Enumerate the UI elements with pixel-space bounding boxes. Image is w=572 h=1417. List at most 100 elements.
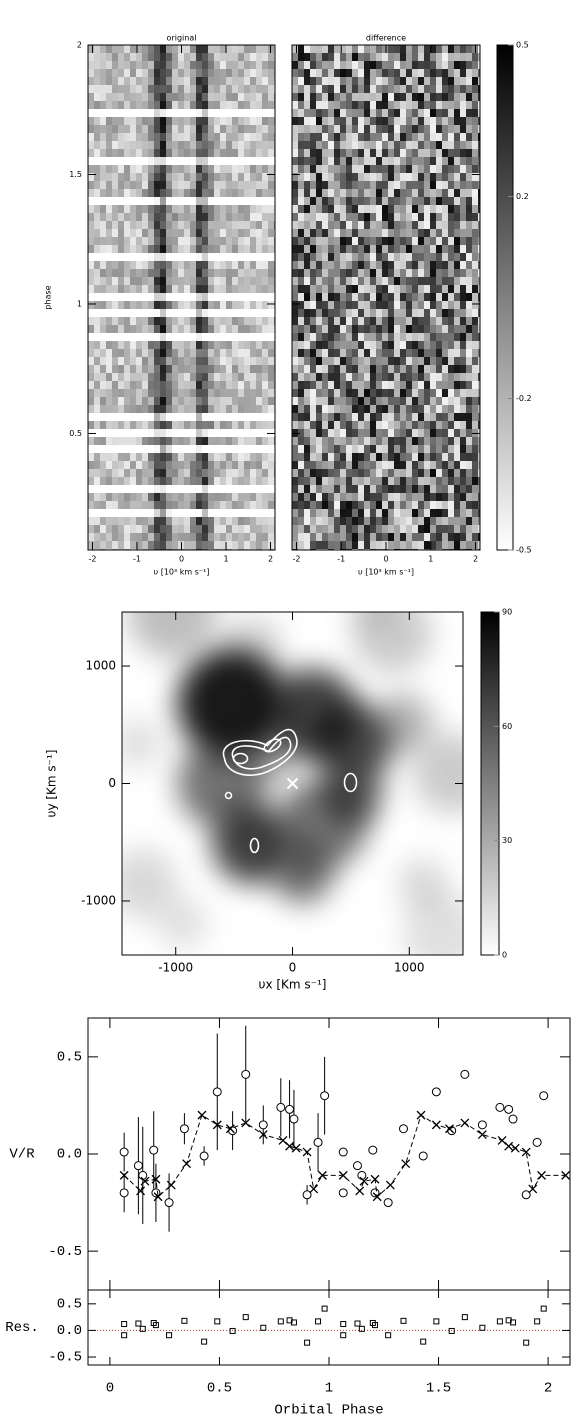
spectrum-pixel <box>100 453 106 462</box>
spectrum-pixel <box>166 237 172 246</box>
spectrum-pixel <box>394 269 400 278</box>
spectrum-pixel <box>202 437 208 446</box>
spectrum-pixel <box>172 181 178 190</box>
spectrum-pixel <box>202 245 208 254</box>
spectrum-pixel <box>250 381 256 390</box>
residual-point <box>260 1324 267 1331</box>
spectrum-pixel <box>112 157 118 166</box>
spectrum-pixel <box>448 245 454 254</box>
panel-title: difference <box>366 34 406 43</box>
spectrum-pixel <box>364 429 370 438</box>
spectrum-pixel <box>436 405 442 414</box>
spectrum-pixel <box>478 397 480 406</box>
spectrum-pixel <box>154 61 160 70</box>
spectrum-pixel <box>334 189 340 198</box>
spectrum-pixel <box>112 429 118 438</box>
data-point <box>199 1151 209 1161</box>
spectrum-pixel <box>454 485 460 494</box>
spectrum-pixel <box>412 541 418 550</box>
spectrum-pixel <box>166 421 172 430</box>
spectrum-pixel <box>442 141 448 150</box>
spectrum-pixel <box>118 261 124 270</box>
spectrum-pixel <box>238 181 244 190</box>
spectrum-pixel <box>202 525 208 534</box>
spectrum-pixel <box>106 149 112 158</box>
spectrum-pixel <box>166 245 172 254</box>
spectrum-pixel <box>304 405 310 414</box>
spectrum-pixel <box>166 141 172 150</box>
spectrum-pixel <box>208 109 214 118</box>
spectrum-pixel <box>214 293 220 302</box>
spectrum-pixel <box>112 277 118 286</box>
spectrum-pixel <box>88 317 94 326</box>
spectrum-pixel <box>454 221 460 230</box>
spectrum-pixel <box>418 205 424 214</box>
spectrum-pixel <box>118 389 124 398</box>
spectrum-pixel <box>112 141 118 150</box>
spectrum-pixel <box>316 501 322 510</box>
spectrum-pixel <box>250 197 256 206</box>
spectrum-pixel <box>358 309 364 318</box>
spectrum-pixel <box>160 477 166 486</box>
spectrum-pixel <box>238 461 244 470</box>
spectrum-pixel <box>298 341 304 350</box>
spectrum-pixel <box>220 341 226 350</box>
spectrum-pixel <box>472 93 478 102</box>
spectrum-pixel <box>160 421 166 430</box>
spectrum-pixel <box>88 381 94 390</box>
spectrum-pixel <box>106 325 112 334</box>
spectrum-pixel <box>352 245 358 254</box>
spectrum-pixel <box>244 229 250 238</box>
spectrum-pixel <box>244 517 250 526</box>
spectrum-pixel <box>256 125 262 134</box>
spectrum-pixel <box>196 189 202 198</box>
data-point <box>133 1161 143 1171</box>
spectrum-pixel <box>88 333 94 342</box>
spectrum-pixel <box>256 197 262 206</box>
spectrum-pixel <box>190 333 196 342</box>
spectrum-pixel <box>388 285 394 294</box>
spectrum-pixel <box>478 461 480 470</box>
spectrum-pixel <box>454 381 460 390</box>
spectrum-pixel <box>370 437 376 446</box>
spectrum-pixel <box>358 173 364 182</box>
spectrum-pixel <box>94 277 100 286</box>
spectrum-pixel <box>376 277 382 286</box>
spectrum-pixel <box>202 85 208 94</box>
spectrum-pixel <box>292 533 298 542</box>
spectrum-pixel <box>478 469 480 478</box>
spectrum-pixel <box>256 541 262 550</box>
spectrum-pixel <box>244 181 250 190</box>
spectrum-pixel <box>460 285 466 294</box>
spectrum-pixel <box>364 101 370 110</box>
spectrum-pixel <box>178 349 184 358</box>
spectrum-pixel <box>334 437 340 446</box>
spectrum-pixel <box>142 229 148 238</box>
spectrum-pixel <box>178 237 184 246</box>
spectrum-pixel <box>406 237 412 246</box>
data-point <box>368 1145 378 1155</box>
spectrum-pixel <box>172 517 178 526</box>
spectrum-pixel <box>376 485 382 494</box>
spectrum-pixel <box>256 93 262 102</box>
spectrum-pixel <box>88 229 94 238</box>
spectrum-pixel <box>478 389 480 398</box>
spectrum-pixel <box>220 501 226 510</box>
spectrum-pixel <box>316 517 322 526</box>
spectrum-pixel <box>226 229 232 238</box>
spectrum-pixel <box>100 253 106 262</box>
spectrum-pixel <box>346 525 352 534</box>
spectrum-pixel <box>364 317 370 326</box>
spectrum-pixel <box>214 229 220 238</box>
spectrum-pixel <box>382 85 388 94</box>
spectrum-pixel <box>226 61 232 70</box>
spectrum-pixel <box>292 405 298 414</box>
spectrum-pixel <box>382 229 388 238</box>
model-point <box>197 1110 207 1120</box>
spectrum-pixel <box>478 453 480 462</box>
spectrum-pixel <box>238 285 244 294</box>
spectrum-pixel <box>472 381 478 390</box>
spectrum-pixel <box>118 229 124 238</box>
spectrum-pixel <box>100 149 106 158</box>
spectrum-pixel <box>208 237 214 246</box>
